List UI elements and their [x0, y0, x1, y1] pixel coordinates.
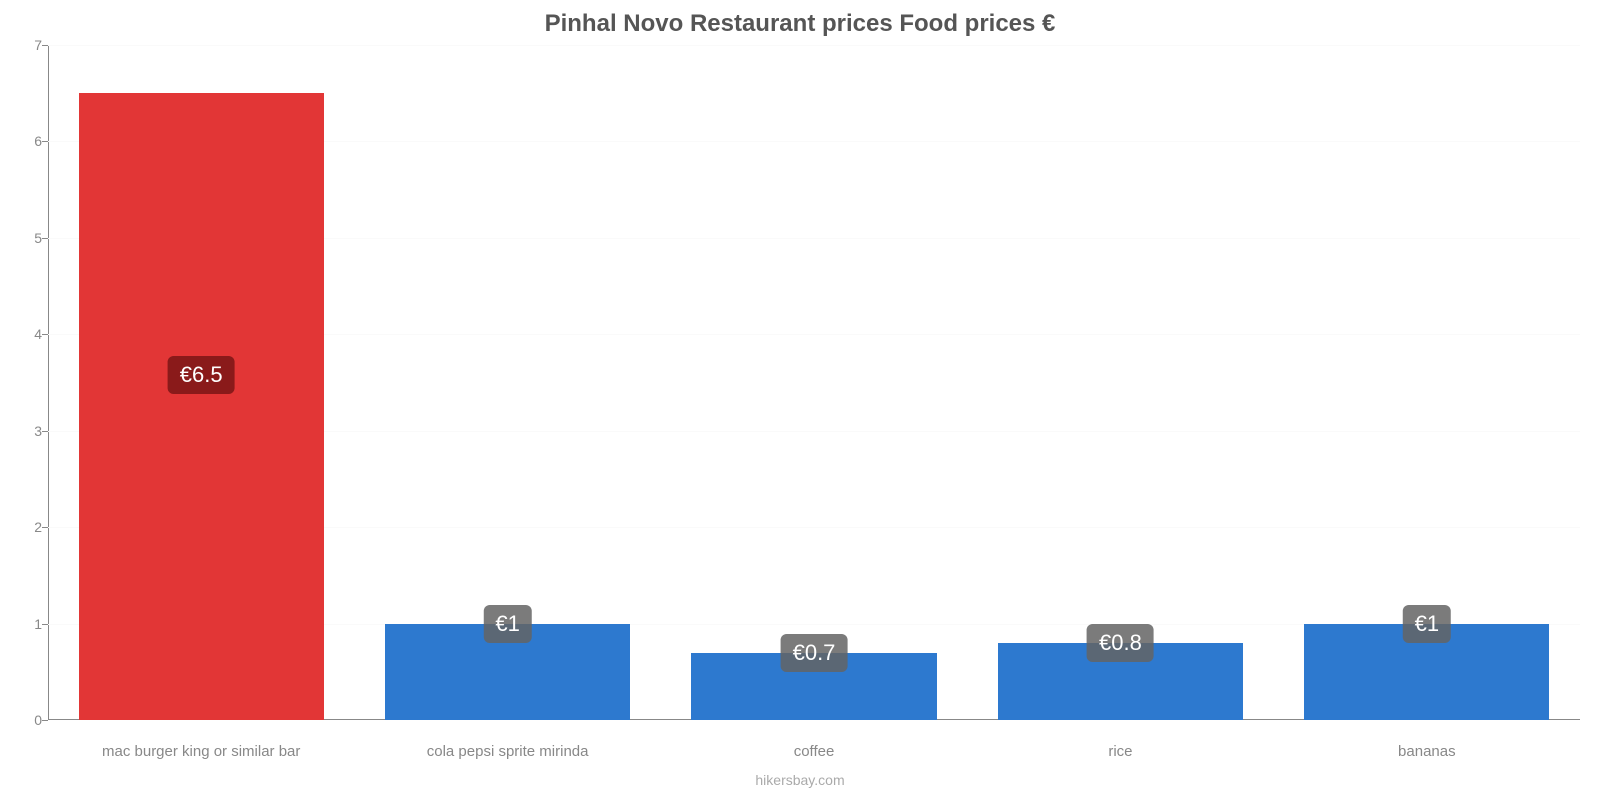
bar-value-label: €1 [1403, 605, 1451, 643]
y-tick-label: 4 [12, 326, 42, 342]
bar: €1 [1304, 624, 1549, 720]
bar: €6.5 [79, 93, 324, 720]
chart-footer: hikersbay.com [0, 772, 1600, 788]
x-tick-label: rice [967, 743, 1273, 760]
bar-slot: €6.5 [48, 45, 354, 720]
y-tick-mark [42, 720, 48, 721]
bar-value-label: €0.8 [1087, 624, 1154, 662]
y-tick-label: 0 [12, 712, 42, 728]
x-tick-label: bananas [1274, 743, 1580, 760]
bar-value-label: €0.7 [781, 634, 848, 672]
y-tick-label: 3 [12, 423, 42, 439]
chart-title: Pinhal Novo Restaurant prices Food price… [0, 10, 1600, 38]
bar-value-label: €1 [483, 605, 531, 643]
bar-slot: €0.7 [661, 45, 967, 720]
y-tick-label: 1 [12, 616, 42, 632]
plot-area: 01234567 €6.5€1€0.7€0.8€1 [48, 45, 1580, 720]
bar-value-label: €6.5 [168, 356, 235, 394]
chart-container: Pinhal Novo Restaurant prices Food price… [0, 0, 1600, 800]
bar-slot: €1 [1274, 45, 1580, 720]
x-tick-label: cola pepsi sprite mirinda [354, 743, 660, 760]
y-tick-label: 6 [12, 133, 42, 149]
y-tick-label: 5 [12, 230, 42, 246]
bar-slot: €1 [354, 45, 660, 720]
bar: €0.8 [998, 643, 1243, 720]
bar: €0.7 [691, 653, 936, 721]
bars-group: €6.5 €1 €0.7 €0.8 €1 [48, 45, 1580, 720]
y-tick-label: 7 [12, 37, 42, 53]
y-tick-label: 2 [12, 519, 42, 535]
x-tick-label: coffee [661, 743, 967, 760]
bar: €1 [385, 624, 630, 720]
bar-slot: €0.8 [967, 45, 1273, 720]
x-axis-labels: mac burger king or similar barcola pepsi… [48, 743, 1580, 760]
x-tick-label: mac burger king or similar bar [48, 743, 354, 760]
